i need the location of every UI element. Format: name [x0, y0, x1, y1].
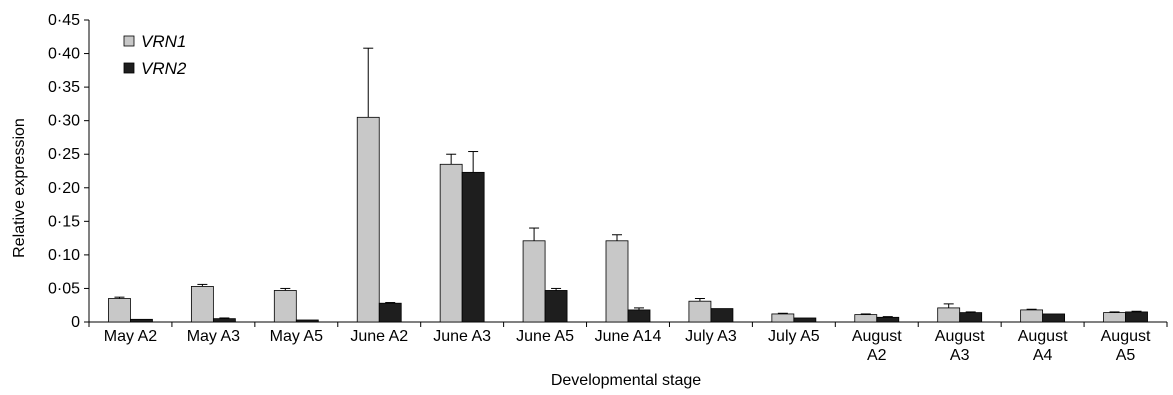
x-tick-label: August A2 [852, 328, 902, 364]
bar-vrn1 [356, 116, 380, 323]
bar-vrn1 [1020, 309, 1044, 323]
bar-vrn1 [771, 313, 795, 323]
bar-vrn1 [688, 300, 712, 323]
legend-label-vrn1: VRN1 [141, 32, 186, 51]
bar-vrn1 [522, 240, 546, 323]
bar-vrn1 [190, 286, 214, 323]
bar-vrn1 [273, 290, 297, 323]
bar-vrn2 [461, 171, 485, 323]
legend-swatch-vrn2 [123, 62, 135, 74]
x-tick-label: May A2 [104, 328, 157, 345]
bar-vrn2 [793, 317, 817, 323]
x-tick-label: June A14 [595, 328, 662, 345]
bar-vrn1 [854, 314, 878, 323]
x-tick-label: June A5 [516, 328, 574, 345]
legend-swatch-vrn1 [123, 35, 135, 47]
x-tick-label: May A3 [187, 328, 240, 345]
bar-vrn1 [1103, 312, 1126, 323]
x-tick-label: August A3 [935, 328, 985, 364]
bar-vrn2 [1125, 311, 1148, 323]
y-tick-label: 0·10 [48, 247, 80, 264]
x-tick-label: August A5 [1101, 328, 1151, 364]
legend-label-vrn2: VRN2 [141, 59, 187, 78]
y-tick-label: 0·15 [48, 213, 80, 230]
y-tick-label: 0·05 [48, 280, 80, 297]
bars [108, 47, 1148, 323]
x-tick-label: June A3 [433, 328, 491, 345]
y-tick-label: 0·30 [48, 113, 80, 130]
y-tick-label: 0·35 [48, 79, 80, 96]
x-axis: May A2 May A3 May A5 June A2 June A3 June A5 J… [88, 321, 1168, 364]
x-tick-label: July A3 [685, 328, 737, 345]
bar-vrn2 [876, 316, 900, 323]
x-axis-title: Developmental stage [551, 372, 701, 389]
x-tick-label: June A2 [350, 328, 408, 345]
bar-vrn2 [710, 308, 734, 323]
bar-vrn2 [627, 309, 651, 323]
x-tick-label: August A4 [1018, 328, 1068, 364]
y-axis-title: Relative expression [11, 118, 28, 258]
bar-vrn1 [605, 240, 629, 323]
bar-vrn2 [1042, 313, 1066, 323]
bar-vrn2 [959, 312, 983, 323]
x-tick-label: May A5 [270, 328, 323, 345]
bar-vrn1 [108, 298, 131, 323]
y-tick-label: 0·20 [48, 180, 80, 197]
bar-vrn2 [378, 302, 402, 323]
legend: VRN1 VRN2 [123, 32, 187, 78]
y-tick-label: 0·40 [48, 46, 80, 63]
bar-vrn2 [544, 290, 568, 323]
bar-vrn1 [937, 307, 961, 323]
y-tick-label: 0·45 [48, 12, 80, 29]
y-tick-label: 0·25 [48, 146, 80, 163]
y-axis: 0 0·05 0·10 0·15 0·20 0·25 0·30 0·35 0·40 0·45 [48, 12, 90, 331]
bar-vrn2 [130, 318, 153, 323]
bar-vrn2 [212, 318, 236, 323]
bar-vrn2 [295, 319, 319, 323]
bar-vrn1 [439, 163, 463, 323]
y-tick-label: 0 [71, 314, 80, 331]
x-tick-label: July A5 [768, 328, 820, 345]
